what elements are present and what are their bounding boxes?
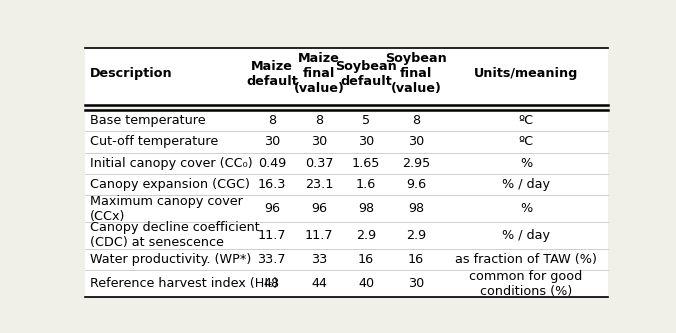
Text: 0.37: 0.37 <box>305 157 333 170</box>
Text: 2.9: 2.9 <box>356 229 376 242</box>
Text: 30: 30 <box>408 277 424 290</box>
Text: Maize
default: Maize default <box>246 60 297 88</box>
Bar <box>84 222 608 249</box>
Bar <box>84 110 608 131</box>
Text: Canopy decline coefficient
(CDC) at senescence: Canopy decline coefficient (CDC) at sene… <box>90 221 260 249</box>
Text: ºC: ºC <box>518 136 533 149</box>
Text: Maize
final
(value): Maize final (value) <box>293 52 344 96</box>
Text: Cut-off temperature: Cut-off temperature <box>90 136 218 149</box>
Text: 30: 30 <box>311 136 327 149</box>
Text: 16: 16 <box>358 253 374 266</box>
Text: 2.95: 2.95 <box>402 157 430 170</box>
Text: 96: 96 <box>311 202 327 215</box>
Text: 96: 96 <box>264 202 280 215</box>
Text: 33.7: 33.7 <box>258 253 286 266</box>
Text: 8: 8 <box>268 114 276 127</box>
Text: 9.6: 9.6 <box>406 178 426 191</box>
Bar <box>84 174 608 195</box>
Text: 30: 30 <box>408 136 424 149</box>
Text: 11.7: 11.7 <box>258 229 286 242</box>
Bar <box>84 195 608 222</box>
Bar <box>84 48 608 105</box>
Text: 1.65: 1.65 <box>352 157 381 170</box>
Text: 16.3: 16.3 <box>258 178 286 191</box>
Text: Canopy expansion (CGC): Canopy expansion (CGC) <box>90 178 249 191</box>
Text: 30: 30 <box>264 136 280 149</box>
Text: Reference harvest index (HI₀): Reference harvest index (HI₀) <box>90 277 278 290</box>
Text: 8: 8 <box>315 114 323 127</box>
Text: 23.1: 23.1 <box>305 178 333 191</box>
Bar <box>84 131 608 153</box>
Text: 5: 5 <box>362 114 370 127</box>
Text: Soybean
final
(value): Soybean final (value) <box>385 52 447 96</box>
Text: ºC: ºC <box>518 114 533 127</box>
Text: %: % <box>520 202 532 215</box>
Text: 2.9: 2.9 <box>406 229 426 242</box>
Text: 40: 40 <box>358 277 374 290</box>
Bar <box>84 249 608 270</box>
Text: 98: 98 <box>358 202 374 215</box>
Text: Soybean
default: Soybean default <box>335 60 397 88</box>
Text: 0.49: 0.49 <box>258 157 286 170</box>
Text: 1.6: 1.6 <box>356 178 377 191</box>
Text: % / day: % / day <box>502 178 550 191</box>
Text: as fraction of TAW (%): as fraction of TAW (%) <box>455 253 597 266</box>
Text: 98: 98 <box>408 202 424 215</box>
Text: Units/meaning: Units/meaning <box>474 68 578 81</box>
Text: 33: 33 <box>311 253 327 266</box>
Text: common for good
conditions (%): common for good conditions (%) <box>469 270 583 298</box>
Text: 30: 30 <box>358 136 375 149</box>
Text: % / day: % / day <box>502 229 550 242</box>
Text: %: % <box>520 157 532 170</box>
Text: Base temperature: Base temperature <box>90 114 206 127</box>
Text: 8: 8 <box>412 114 420 127</box>
Bar <box>84 153 608 174</box>
Text: 48: 48 <box>264 277 280 290</box>
Text: 16: 16 <box>408 253 424 266</box>
Text: Description: Description <box>90 68 172 81</box>
Text: 11.7: 11.7 <box>305 229 333 242</box>
Bar <box>84 270 608 297</box>
Text: Initial canopy cover (CC₀): Initial canopy cover (CC₀) <box>90 157 252 170</box>
Text: Water productivity. (WP*): Water productivity. (WP*) <box>90 253 251 266</box>
Text: Maximum canopy cover
(CCx): Maximum canopy cover (CCx) <box>90 194 243 222</box>
Text: 44: 44 <box>311 277 327 290</box>
